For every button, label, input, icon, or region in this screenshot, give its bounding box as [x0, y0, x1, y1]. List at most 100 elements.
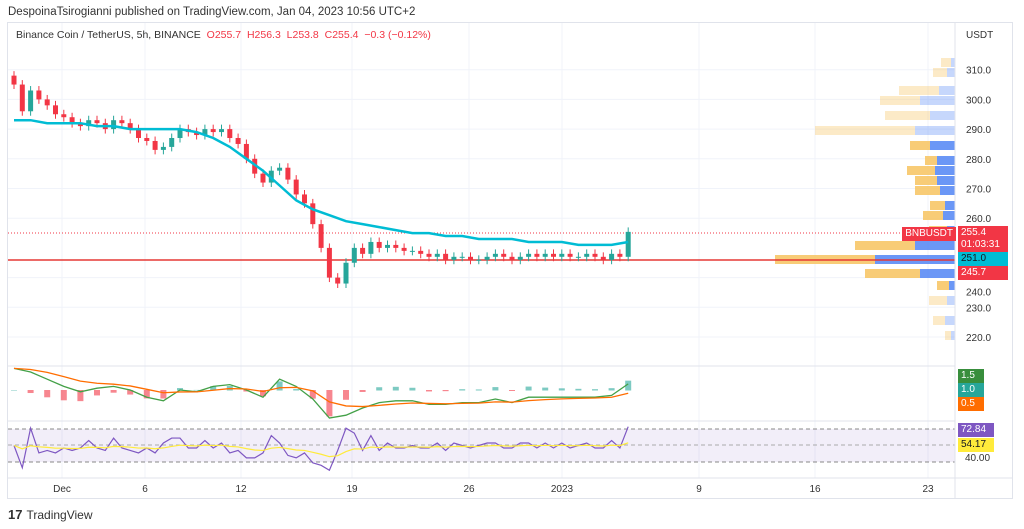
macd-histogram-bar	[392, 386, 399, 391]
candle	[94, 120, 100, 124]
candle	[194, 132, 200, 136]
candle	[77, 123, 83, 127]
rsi-line	[13, 425, 629, 472]
candle	[243, 143, 249, 159]
macd-histogram-bar	[459, 389, 466, 391]
ema-line	[14, 118, 629, 247]
macd-histogram-bar	[492, 387, 499, 391]
candle	[617, 253, 623, 257]
candle	[476, 259, 482, 261]
candle	[351, 247, 357, 263]
time-axis[interactable]: Dec 6 12 19 26 2023 9 16 23	[53, 484, 934, 495]
candle	[401, 247, 407, 251]
candle	[551, 253, 556, 257]
macd-histogram-bar	[309, 390, 316, 399]
volume-profile-bar	[937, 176, 955, 185]
candle	[343, 262, 349, 284]
volume-profile-bar	[929, 296, 947, 305]
macd-tag: 1.5	[958, 369, 984, 383]
candle	[11, 75, 17, 85]
volume-profile-bar	[947, 296, 955, 305]
volume-profile-bar	[945, 201, 955, 210]
macd-histogram-bar	[409, 387, 416, 391]
time-tick: 9	[696, 484, 702, 495]
candle	[310, 203, 316, 225]
macd-hist-tag: 0.5	[958, 397, 984, 411]
open-value: O255.7	[206, 29, 242, 41]
candle	[492, 253, 498, 257]
volume-profile-bar	[915, 241, 955, 250]
macd-histogram-bar	[442, 390, 449, 392]
volume-profile-bar	[930, 111, 955, 120]
candle	[293, 179, 299, 195]
price-tick: 240.0	[966, 288, 991, 299]
volume-profile-bar	[945, 331, 951, 340]
candle	[19, 84, 25, 112]
candle	[534, 253, 540, 257]
macd-histogram-bar	[193, 389, 200, 391]
volume-profile-bar	[865, 269, 920, 278]
macd-histogram-bar	[27, 390, 34, 394]
low-value: L253.8	[286, 29, 319, 41]
volume-profile-bar	[915, 176, 937, 185]
candle	[69, 117, 75, 124]
candle	[111, 120, 117, 130]
candle	[144, 138, 150, 141]
candle	[277, 167, 283, 171]
candle	[219, 129, 224, 133]
candle	[517, 256, 523, 260]
candle	[210, 129, 216, 133]
macd-histogram-bar	[343, 390, 349, 400]
close-value: C255.4	[324, 29, 359, 41]
volume-profile-bar	[943, 211, 955, 220]
change-value: −0.3 (−0.12%)	[364, 29, 431, 41]
candle	[426, 253, 432, 257]
candle	[202, 129, 208, 136]
volume-profile-bar	[945, 316, 955, 325]
macd-histogram-bar	[11, 390, 17, 391]
price-tick: 300.0	[966, 95, 991, 106]
volume-profile-bar	[815, 126, 915, 135]
candle	[559, 253, 565, 257]
candles	[11, 71, 631, 288]
candle	[127, 123, 133, 130]
candle	[28, 90, 34, 112]
volume-profile-bar	[930, 141, 955, 150]
macd-histogram-bar	[542, 387, 549, 391]
candle	[368, 241, 374, 254]
macd-histogram-bar	[525, 386, 532, 391]
macd-histogram-bar	[326, 390, 333, 417]
macd-histogram-bar	[426, 390, 432, 392]
macd-histogram-bar	[60, 390, 67, 401]
tradingview-logo[interactable]: 17 TradingView	[8, 507, 93, 522]
price-tick: 270.0	[966, 185, 991, 196]
macd-histogram-bar	[509, 390, 515, 391]
macd-histogram-bar	[376, 387, 383, 391]
macd-histogram-bar	[293, 389, 300, 391]
candle	[575, 256, 581, 258]
macd-histogram-bar	[143, 390, 150, 399]
price-axis-currency: USDT	[966, 30, 993, 41]
macd-histogram-bar	[276, 381, 283, 391]
candle	[443, 253, 449, 260]
candle	[625, 231, 631, 257]
level-tag: 245.7	[958, 266, 1008, 280]
price-axis[interactable]: 310.0 300.0 290.0 280.0 270.0 260.0 240.0 230.0…	[966, 66, 991, 344]
candle	[227, 129, 233, 139]
volume-profile-bar	[949, 281, 955, 290]
last-price: 255.4	[961, 227, 987, 238]
macd-signal-tag: 1.0	[958, 383, 984, 397]
chart-frame	[7, 22, 1013, 499]
candle	[609, 253, 615, 260]
volume-profile-bar	[923, 211, 943, 220]
macd-histogram-bar	[44, 390, 51, 398]
candle	[376, 241, 382, 248]
candle	[285, 167, 291, 180]
time-tick: 23	[922, 484, 934, 495]
candle	[393, 244, 399, 248]
volume-profile-bar	[930, 201, 945, 210]
rsi-pane	[13, 425, 629, 472]
candle	[302, 194, 307, 204]
volume-profile-bar	[855, 241, 915, 250]
